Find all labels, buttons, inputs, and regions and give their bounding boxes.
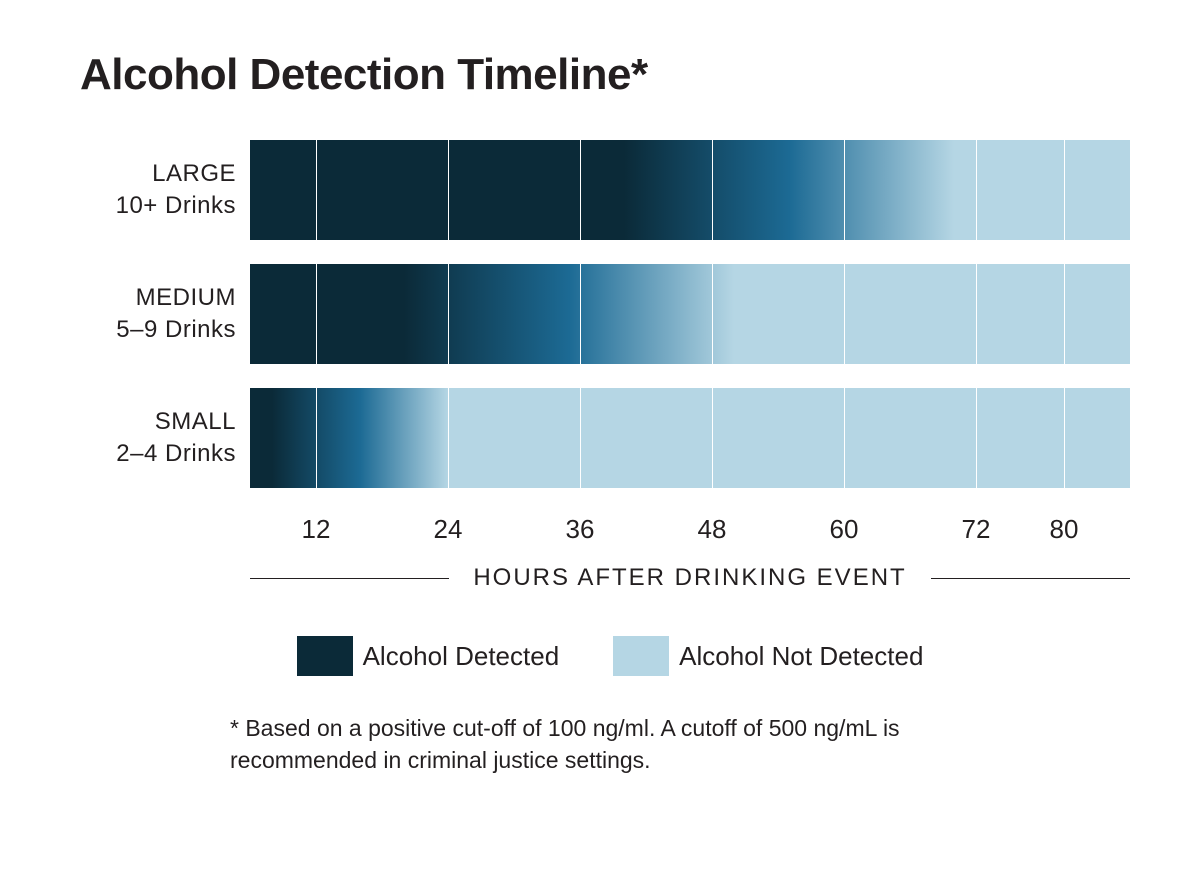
axis-rule-right <box>931 578 1130 579</box>
x-tick: 60 <box>830 514 859 545</box>
chart-rows: LARGE10+ Drinks MEDIUM5–9 Drinks SMALL2–4 … <box>80 140 1140 488</box>
row-drinks-label: 5–9 Drinks <box>80 314 236 346</box>
row-drinks-label: 10+ Drinks <box>80 190 236 222</box>
legend-label-detected: Alcohol Detected <box>363 641 560 672</box>
bar <box>250 264 1130 364</box>
chart-container: Alcohol Detection Timeline* LARGE10+ Dri… <box>80 50 1140 776</box>
x-tick: 72 <box>962 514 991 545</box>
axis-rule-left <box>250 578 449 579</box>
legend: Alcohol Detected Alcohol Not Detected <box>80 636 1140 676</box>
bar <box>250 388 1130 488</box>
row-label: SMALL2–4 Drinks <box>80 406 250 471</box>
footnote-text: * Based on a positive cut-off of 100 ng/… <box>230 712 990 776</box>
row-label: LARGE10+ Drinks <box>80 158 250 223</box>
x-axis-title-row: HOURS AFTER DRINKING EVENT <box>80 564 1140 592</box>
bar-gradient <box>250 264 1130 364</box>
chart-row: MEDIUM5–9 Drinks <box>80 264 1140 364</box>
x-axis-title-wrap: HOURS AFTER DRINKING EVENT <box>250 564 1130 592</box>
legend-label-not-detected: Alcohol Not Detected <box>679 641 923 672</box>
legend-item-not-detected: Alcohol Not Detected <box>613 636 923 676</box>
axis-spacer <box>80 564 250 592</box>
x-tick: 24 <box>434 514 463 545</box>
x-tick: 80 <box>1050 514 1079 545</box>
x-tick: 36 <box>566 514 595 545</box>
x-tick: 48 <box>698 514 727 545</box>
axis-spacer <box>80 512 250 548</box>
chart-row: LARGE10+ Drinks <box>80 140 1140 240</box>
legend-item-detected: Alcohol Detected <box>297 636 560 676</box>
x-tick: 12 <box>302 514 331 545</box>
chart-title: Alcohol Detection Timeline* <box>80 50 1140 100</box>
swatch-not-detected <box>613 636 669 676</box>
x-axis-ticks-row: 12 24 36 48 60 72 80 <box>80 512 1140 548</box>
footnote: * Based on a positive cut-off of 100 ng/… <box>80 712 1140 776</box>
bar-gradient <box>250 388 1130 488</box>
bar <box>250 140 1130 240</box>
chart-row: SMALL2–4 Drinks <box>80 388 1140 488</box>
row-drinks-label: 2–4 Drinks <box>80 438 236 470</box>
row-category: SMALL <box>80 406 236 438</box>
row-category: LARGE <box>80 158 236 190</box>
bar-gradient <box>250 140 1130 240</box>
swatch-detected <box>297 636 353 676</box>
x-axis-title: HOURS AFTER DRINKING EVENT <box>473 564 906 592</box>
x-axis-ticks: 12 24 36 48 60 72 80 <box>250 512 1130 548</box>
row-label: MEDIUM5–9 Drinks <box>80 282 250 347</box>
row-category: MEDIUM <box>80 282 236 314</box>
